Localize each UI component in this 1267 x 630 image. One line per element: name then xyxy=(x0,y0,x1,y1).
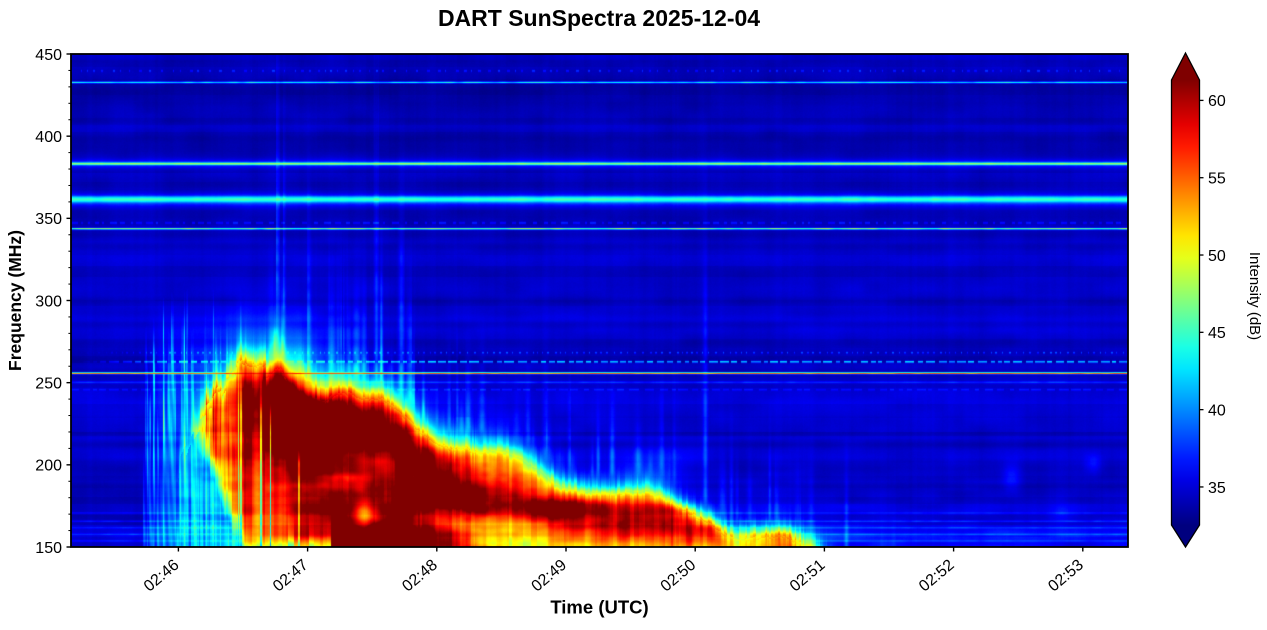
svg-text:200: 200 xyxy=(35,458,62,475)
svg-text:Frequency (MHz): Frequency (MHz) xyxy=(5,230,25,371)
svg-text:02:52: 02:52 xyxy=(916,556,958,595)
svg-text:Time (UTC): Time (UTC) xyxy=(550,597,648,618)
svg-text:300: 300 xyxy=(35,293,62,310)
svg-text:02:47: 02:47 xyxy=(270,556,312,595)
svg-text:Intensity (dB): Intensity (dB) xyxy=(1246,252,1263,340)
svg-text:450: 450 xyxy=(35,47,62,64)
svg-text:50: 50 xyxy=(1208,248,1226,265)
svg-text:45: 45 xyxy=(1208,325,1226,342)
svg-text:60: 60 xyxy=(1208,93,1226,110)
svg-text:02:49: 02:49 xyxy=(528,556,570,595)
svg-text:150: 150 xyxy=(35,540,62,557)
svg-text:02:48: 02:48 xyxy=(399,556,441,595)
svg-text:02:51: 02:51 xyxy=(787,556,829,595)
svg-text:02:46: 02:46 xyxy=(141,556,183,595)
svg-text:02:50: 02:50 xyxy=(658,556,700,595)
svg-text:40: 40 xyxy=(1208,402,1226,419)
svg-text:35: 35 xyxy=(1208,480,1226,497)
svg-text:55: 55 xyxy=(1208,171,1226,188)
svg-text:DART SunSpectra 2025-12-04: DART SunSpectra 2025-12-04 xyxy=(438,5,760,31)
svg-text:350: 350 xyxy=(35,211,62,228)
svg-text:400: 400 xyxy=(35,129,62,146)
svg-text:250: 250 xyxy=(35,375,62,392)
svg-text:02:53: 02:53 xyxy=(1045,556,1087,595)
